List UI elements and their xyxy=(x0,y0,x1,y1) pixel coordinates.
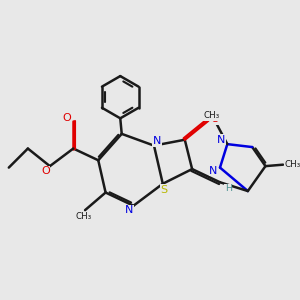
Text: O: O xyxy=(62,113,71,123)
Text: N: N xyxy=(209,166,218,176)
Text: N: N xyxy=(125,205,133,215)
Text: H: H xyxy=(225,184,232,193)
Text: N: N xyxy=(153,136,161,146)
Text: CH₃: CH₃ xyxy=(204,111,220,120)
Text: S: S xyxy=(161,184,168,195)
Text: O: O xyxy=(41,167,50,176)
Text: CH₃: CH₃ xyxy=(284,160,300,169)
Text: CH₃: CH₃ xyxy=(76,212,92,221)
Text: N: N xyxy=(217,135,225,145)
Text: O: O xyxy=(210,114,219,124)
